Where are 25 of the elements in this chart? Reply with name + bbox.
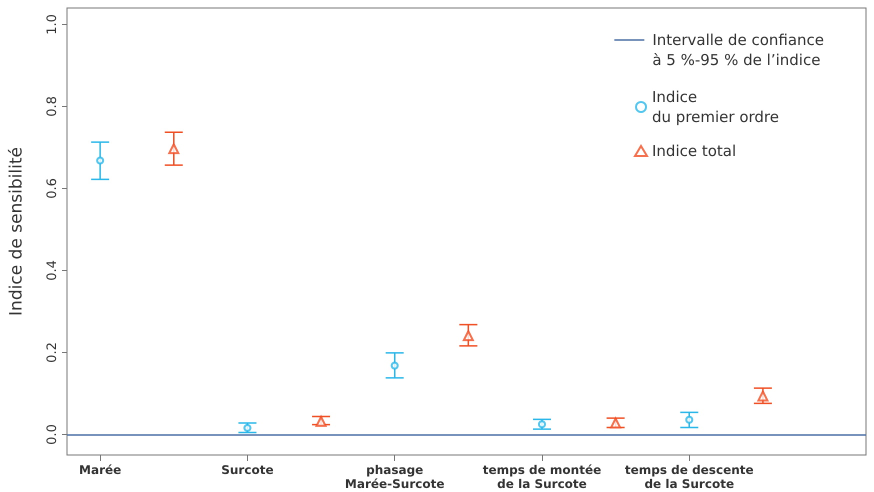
x-tick-label: Marée (79, 463, 122, 477)
point (538, 420, 546, 428)
point (757, 390, 768, 402)
x-tick-label: temps de descente de la Surcote (624, 463, 754, 491)
point (610, 418, 622, 429)
point (316, 416, 327, 427)
y-tick-label: 0.4 (45, 260, 60, 281)
y-tick-label: 0.8 (45, 96, 60, 117)
point (462, 330, 474, 342)
x-tick-label: phasage Marée-Surcote (344, 463, 444, 491)
legend-label: Indice du premier ordre (652, 88, 780, 126)
y-tick-label: 1.0 (45, 14, 60, 35)
point (96, 156, 104, 165)
point (390, 362, 399, 370)
x-tick-label: temps de montée de la Surcote (482, 463, 602, 491)
legend-label: Indice total (652, 142, 736, 160)
x-tick-label: Surcote (221, 463, 274, 477)
y-axis-title: Indice de sensibilité (6, 147, 26, 316)
y-tick-label: 0.6 (45, 178, 60, 199)
y-tick-label: 0.0 (45, 424, 60, 445)
y-tick-label: 0.2 (45, 342, 60, 363)
point (243, 424, 252, 432)
annotation: Intervalle de confiance à 5 %-95 % de l’indice (652, 31, 824, 69)
point (685, 416, 694, 424)
point (168, 143, 180, 154)
